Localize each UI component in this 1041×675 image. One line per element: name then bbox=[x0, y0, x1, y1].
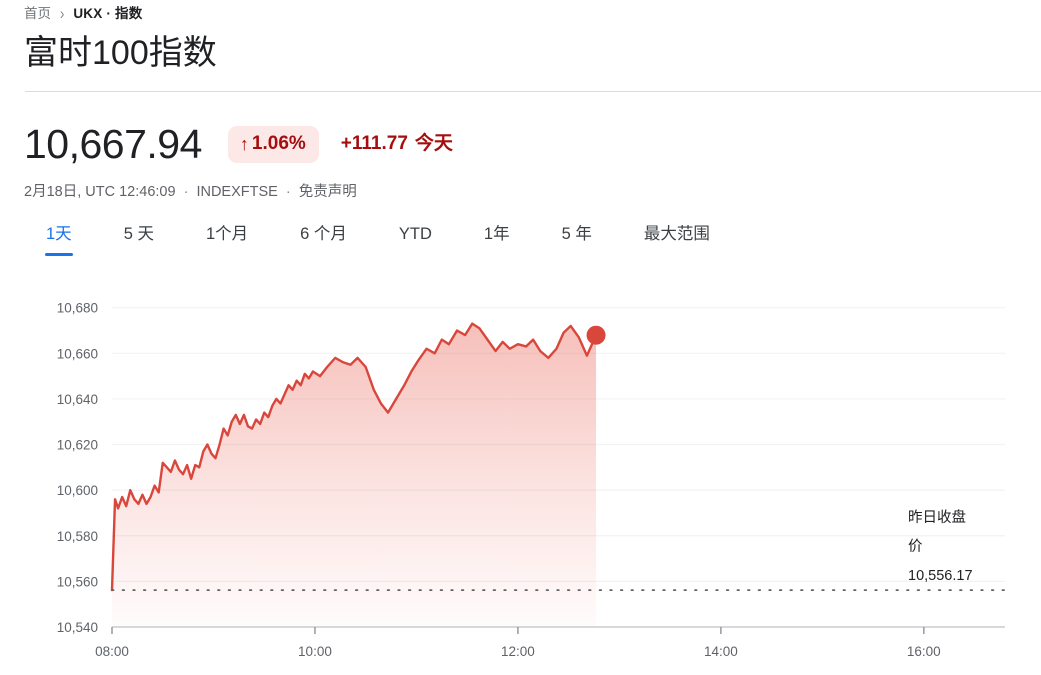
quote-exchange: INDEXFTSE bbox=[196, 184, 278, 200]
chart-line bbox=[110, 322, 598, 592]
chart-y-axis-labels: 10,680 10,660 10,640 10,620 10,600 10,580 10,5… bbox=[57, 301, 98, 635]
tab-ytd[interactable]: YTD bbox=[398, 225, 432, 243]
header-divider bbox=[25, 91, 1041, 92]
y-axis-tick-label: 10,580 bbox=[57, 529, 98, 544]
previous-close-label-line1: 昨日收盘 bbox=[908, 508, 966, 526]
chart-x-axis-labels: 08:00 10:00 12:00 14:00 16:00 bbox=[95, 644, 941, 659]
arrow-up-icon: ↑ bbox=[239, 133, 249, 154]
price-chart-svg[interactable]: 10,680 10,660 10,640 10,620 10,600 10,580 10,5… bbox=[0, 272, 1041, 675]
disclaimer-link[interactable]: 免责声明 bbox=[298, 184, 357, 200]
change-percent-value: 1.06% bbox=[251, 132, 306, 154]
tab-5-days[interactable]: 5 天 bbox=[123, 225, 154, 243]
previous-close-label-line2: 价 bbox=[908, 539, 923, 555]
tab-1-month[interactable]: 1个月 bbox=[205, 225, 249, 243]
previous-close-value: 10,556.17 bbox=[908, 568, 973, 584]
y-axis-tick-label: 10,600 bbox=[57, 483, 98, 498]
y-axis-tick-label: 10,640 bbox=[57, 392, 98, 407]
tab-1-year[interactable]: 1年 bbox=[483, 225, 510, 243]
tab-6-months[interactable]: 6 个月 bbox=[300, 225, 347, 243]
y-axis-tick-label: 10,540 bbox=[57, 620, 98, 635]
change-period-label: 今天 bbox=[414, 133, 453, 154]
x-axis-tick-label: 12:00 bbox=[501, 644, 535, 659]
change-absolute: +111.77 今天 bbox=[341, 133, 453, 155]
chevron-right-icon: › bbox=[60, 4, 65, 23]
y-axis-tick-label: 10,620 bbox=[57, 438, 98, 453]
x-axis-tick-label: 14:00 bbox=[704, 644, 738, 659]
y-axis-tick-label: 10,660 bbox=[57, 346, 98, 361]
quote-date: 2月18日, bbox=[24, 184, 82, 200]
chart-x-axis bbox=[111, 626, 1005, 634]
x-axis-tick-label: 10:00 bbox=[298, 644, 332, 659]
price-chart[interactable]: 10,680 10,660 10,640 10,620 10,600 10,580 10,5… bbox=[0, 272, 1041, 675]
page-title: 富时100指数 bbox=[24, 34, 217, 72]
meta-separator-2: · bbox=[285, 184, 291, 200]
quote-summary: 10,667.94 ↑ 1.06% +111.77 今天 bbox=[24, 118, 453, 170]
x-axis-tick-label: 16:00 bbox=[907, 644, 941, 659]
tab-5-years[interactable]: 5 年 bbox=[561, 225, 592, 243]
breadcrumb-current: UKX · 指数 bbox=[73, 6, 143, 21]
change-absolute-value: +111.77 bbox=[340, 133, 408, 154]
breadcrumb: 首页 › UKX · 指数 bbox=[24, 4, 142, 24]
breadcrumb-home-link[interactable]: 首页 bbox=[24, 6, 51, 21]
range-tabs: 1天 5 天 1个月 6 个月 YTD 1年 5 年 最大范围 bbox=[45, 222, 710, 256]
last-price-marker bbox=[586, 325, 606, 345]
y-axis-tick-label: 10,560 bbox=[57, 574, 98, 589]
chart-area-fill bbox=[112, 323, 597, 627]
tab-max[interactable]: 最大范围 bbox=[643, 225, 710, 243]
current-price: 10,667.94 bbox=[24, 121, 202, 167]
y-axis-tick-label: 10,680 bbox=[57, 301, 98, 316]
quote-time: UTC 12:46:09 bbox=[85, 184, 176, 200]
change-percent-badge: ↑ 1.06% bbox=[227, 125, 319, 163]
tab-1-day[interactable]: 1天 bbox=[45, 222, 73, 256]
x-axis-tick-label: 08:00 bbox=[95, 644, 129, 659]
meta-separator-1: · bbox=[183, 184, 189, 200]
quote-meta: 2月18日, UTC 12:46:09 · INDEXFTSE · 免责声明 bbox=[24, 182, 357, 202]
